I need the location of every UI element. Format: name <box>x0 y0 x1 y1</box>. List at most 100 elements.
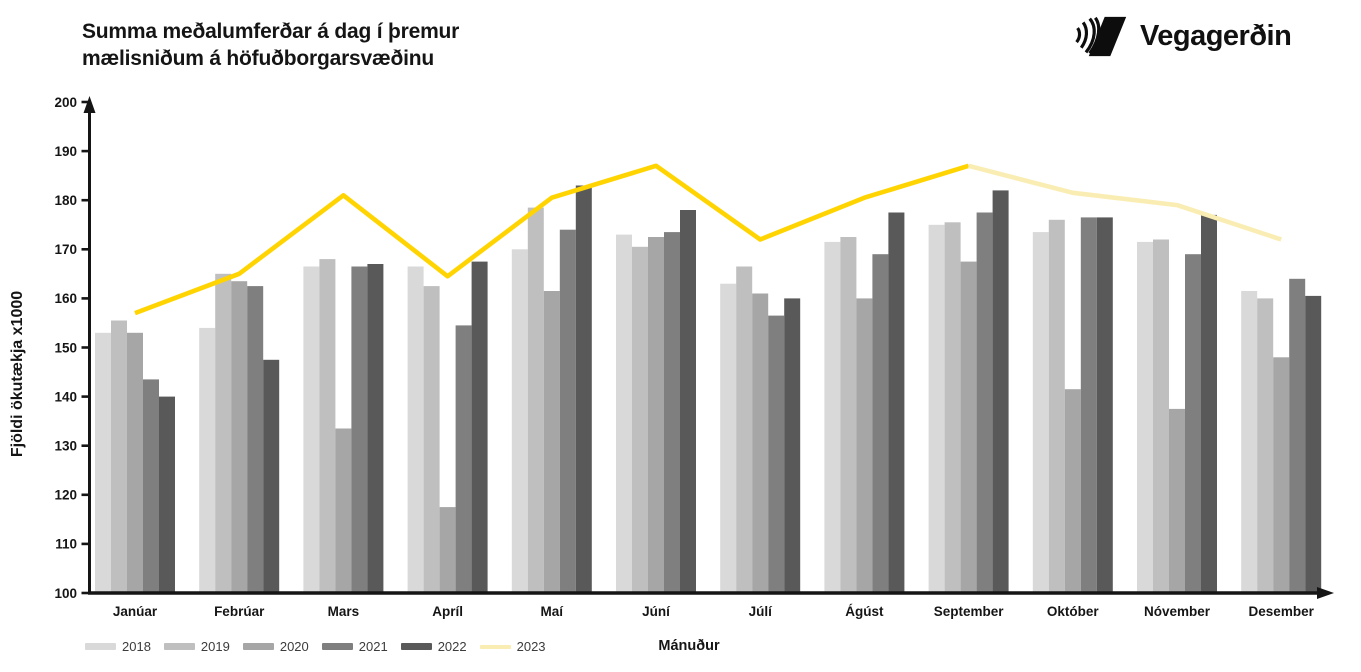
bar-2018-2 <box>303 266 320 594</box>
legend-swatch-2020 <box>242 643 274 650</box>
legend-label-2020: 2020 <box>279 639 309 654</box>
bar-2019-11 <box>1257 298 1274 594</box>
bar-2021-11 <box>1289 278 1306 594</box>
x-label-7: Ágúst <box>845 604 884 619</box>
legend-item-2020: 2020 <box>242 639 309 654</box>
bar-2019-1 <box>215 273 232 594</box>
bar-2020-11 <box>1273 357 1290 594</box>
chart-legend: 2018 2019 2020 2021 2022 2023 <box>85 639 546 654</box>
legend-label-2018: 2018 <box>122 639 151 654</box>
bar-2022-3 <box>471 261 488 594</box>
bar-2019-2 <box>319 259 336 594</box>
bar-2022-5 <box>680 210 696 594</box>
bar-2021-8 <box>976 212 993 594</box>
bar-2018-9 <box>1032 232 1049 594</box>
bar-2018-7 <box>824 241 841 594</box>
y-tick-label-120: 120 <box>54 488 77 503</box>
bar-2022-7 <box>888 212 905 594</box>
bar-2020-6 <box>752 293 769 594</box>
bar-2020-1 <box>231 281 248 594</box>
bar-2022-1 <box>263 359 280 594</box>
bar-2021-5 <box>664 232 680 594</box>
y-tick-label-160: 160 <box>54 291 77 306</box>
line-2023-solid <box>134 163 970 316</box>
y-tick-label-140: 140 <box>54 389 77 404</box>
legend-swatch-2023 <box>479 644 511 649</box>
chart-title: Summa meðalumferðar á dag í þremur mælis… <box>82 18 459 72</box>
bar-2022-4 <box>575 185 592 594</box>
legend-label-2022: 2022 <box>437 639 467 654</box>
x-label-11: Desember <box>1249 604 1315 619</box>
legend-swatch-2018 <box>85 643 116 650</box>
legend-item-2021: 2021 <box>321 639 388 654</box>
vegagerdin-logo-text: Vegagerðin <box>1140 20 1292 52</box>
bar-2022-6 <box>784 298 801 594</box>
x-label-8: September <box>934 604 1005 619</box>
y-tick-label-180: 180 <box>54 193 77 208</box>
bar-2022-2 <box>367 264 384 594</box>
chart-title-line2: mælisniðum á höfuðborgarsvæðinu <box>82 47 434 70</box>
bar-2022-10 <box>1201 214 1217 594</box>
line-2023-faded <box>968 163 1282 242</box>
bar-2020-2 <box>335 428 352 594</box>
x-axis-arrow <box>1317 587 1334 599</box>
bar-2019-3 <box>423 286 440 594</box>
bar-2020-7 <box>856 298 873 594</box>
bar-2021-7 <box>872 254 889 594</box>
legend-item-2019: 2019 <box>163 639 230 654</box>
x-label-6: Júlí <box>749 604 774 619</box>
chart-title-line1: Summa meðalumferðar á dag í þremur <box>82 20 460 43</box>
y-tick-label-110: 110 <box>55 537 77 552</box>
bar-2021-6 <box>768 315 785 594</box>
bar-2018-1 <box>199 327 216 594</box>
bar-2019-5 <box>632 246 648 594</box>
y-tick-label-190: 190 <box>54 144 77 159</box>
y-tick-label-200: 200 <box>54 95 77 110</box>
legend-label-2019: 2019 <box>200 639 230 654</box>
legend-item-2018: 2018 <box>85 639 151 654</box>
bar-2020-0 <box>127 332 143 594</box>
bar-2019-8 <box>944 222 961 594</box>
bar-2018-3 <box>407 266 424 594</box>
bar-2021-9 <box>1080 217 1097 594</box>
bar-2019-9 <box>1048 219 1065 594</box>
x-axis-label: Mánuður <box>658 638 720 654</box>
legend-swatch-2022 <box>400 643 432 650</box>
legend-swatch-2021 <box>321 643 353 650</box>
legend-item-2023: 2023 <box>479 639 546 654</box>
legend-swatch-2019 <box>163 643 195 650</box>
bar-2019-10 <box>1153 239 1169 594</box>
y-axis-label: Fjöldi ökutækja x1000 <box>9 291 26 457</box>
bar-2019-7 <box>840 237 857 594</box>
bar-2020-4 <box>543 291 560 594</box>
bar-2020-3 <box>439 507 456 594</box>
bar-2018-8 <box>928 224 945 594</box>
bar-2018-10 <box>1137 241 1153 594</box>
x-label-10: Nóvember <box>1144 604 1211 619</box>
bar-2018-6 <box>720 283 737 594</box>
x-label-0: Janúar <box>113 604 158 619</box>
bar-2020-10 <box>1169 408 1185 594</box>
y-tick-label-130: 130 <box>54 439 77 454</box>
x-label-1: Febrúar <box>214 604 265 619</box>
y-tick-label-150: 150 <box>54 340 77 355</box>
bar-2021-3 <box>455 325 472 594</box>
bar-2022-8 <box>992 190 1009 594</box>
legend-label-2021: 2021 <box>358 639 388 654</box>
bar-2021-10 <box>1185 254 1201 594</box>
bar-2021-2 <box>351 266 368 594</box>
bar-2018-0 <box>95 332 111 594</box>
bar-2020-8 <box>960 261 977 594</box>
bar-2019-6 <box>736 266 753 594</box>
x-label-2: Mars <box>328 604 360 619</box>
tire-track-icon <box>1075 16 1127 57</box>
bar-2018-4 <box>511 249 528 594</box>
bar-2019-4 <box>527 207 544 594</box>
bar-2021-1 <box>247 286 264 594</box>
vegagerdin-logo: Vegagerðin <box>1071 13 1292 60</box>
bar-2018-5 <box>616 234 632 594</box>
bar-2022-9 <box>1096 217 1113 594</box>
bar-2020-9 <box>1064 389 1081 594</box>
